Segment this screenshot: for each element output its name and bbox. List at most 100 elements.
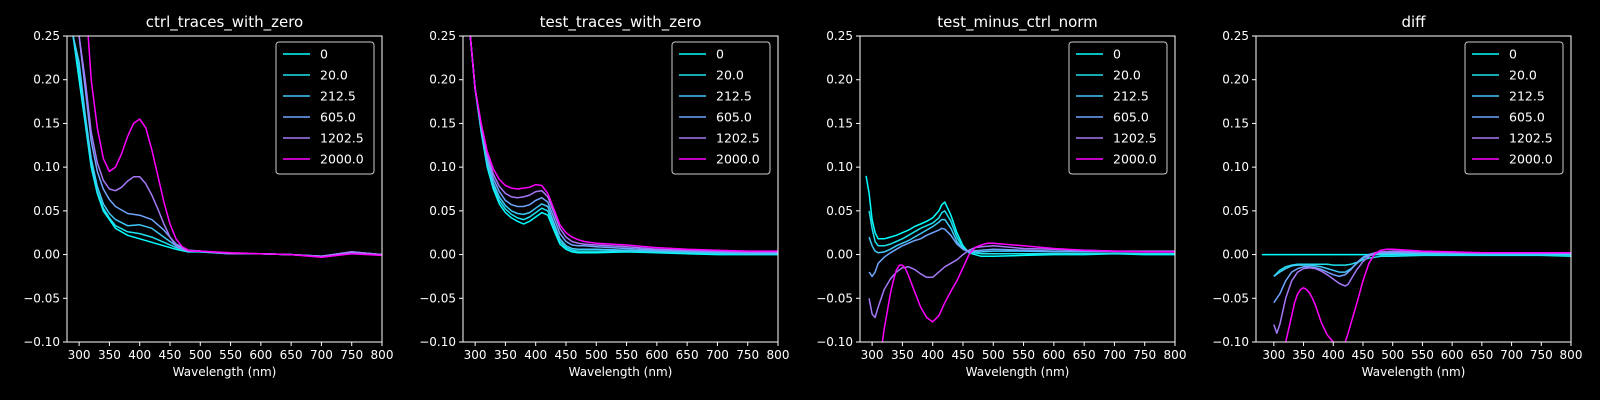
- x-tick-label: 350: [891, 348, 914, 362]
- x-tick-label: 550: [615, 348, 638, 362]
- x-tick-label: 650: [1470, 348, 1493, 362]
- legend-item: 605.0: [283, 110, 356, 125]
- x-tick-label: 750: [1133, 348, 1156, 362]
- x-tick-label: 350: [1292, 348, 1315, 362]
- legend-item: 0: [283, 47, 328, 62]
- legend-label: 1202.5: [716, 131, 760, 146]
- y-tick-label: 0.10: [1222, 160, 1249, 174]
- legend-label: 20.0: [716, 68, 744, 83]
- y-tick-label: −0.10: [1212, 335, 1249, 349]
- chart-panel-3: test_minus_ctrl_norm 300 350 400 450 500 550 60…: [816, 13, 1186, 379]
- series-line-212.5: [868, 218, 1175, 254]
- chart-title: diff: [1401, 13, 1426, 31]
- x-tick-label: 350: [98, 348, 121, 362]
- legend-item: 605.0: [1472, 110, 1545, 125]
- series-lines: [72, 36, 382, 258]
- y-tick-label: 0.00: [826, 248, 853, 262]
- y-tick-label: 0.05: [826, 204, 853, 218]
- y-tick-label: 0.00: [1222, 248, 1249, 262]
- series-line-2000.0: [87, 36, 382, 258]
- y-tick-label: −0.10: [23, 335, 60, 349]
- x-tick-label: 700: [706, 348, 729, 362]
- legend: 0 20.0 212.5 605.0 1202.5 2000.0: [1464, 41, 1564, 175]
- y-tick-label: −0.10: [816, 335, 853, 349]
- legend-label: 20.0: [320, 68, 348, 83]
- legend-label: 2000.0: [1509, 152, 1553, 167]
- y-tick-label: 0.20: [429, 73, 456, 87]
- series-lines: [469, 36, 778, 256]
- x-tick-label: 500: [585, 348, 608, 362]
- legend-item: 0: [1076, 47, 1121, 62]
- legend-label: 1202.5: [1509, 131, 1553, 146]
- x-tick-label: 750: [340, 348, 363, 362]
- series-line-2000.0: [469, 36, 778, 252]
- x-tick-label: 300: [1262, 348, 1285, 362]
- x-tick-label: 450: [159, 348, 182, 362]
- axes-frame: [66, 35, 383, 343]
- x-tick-label: 400: [524, 348, 547, 362]
- y-tick-label: 0.05: [33, 204, 60, 218]
- legend-label: 212.5: [1509, 89, 1545, 104]
- y-tick-label: 0.20: [33, 73, 60, 87]
- legend-item: 1202.5: [1472, 131, 1553, 146]
- legend-item: 1202.5: [283, 131, 364, 146]
- legend-item: 20.0: [1472, 68, 1537, 83]
- x-tick-label: 600: [1441, 348, 1464, 362]
- series-line-0: [469, 36, 778, 256]
- y-tick-label: 0.15: [33, 116, 60, 130]
- y-tick-label: −0.10: [419, 335, 456, 349]
- series-lines: [1261, 248, 1571, 342]
- series-line-605.0: [1273, 252, 1571, 304]
- legend-item: 212.5: [679, 89, 752, 104]
- y-tick-label: 0.05: [429, 204, 456, 218]
- x-tick-label: 800: [1164, 348, 1187, 362]
- x-tick-label: 500: [189, 348, 212, 362]
- chart-title: test_traces_with_zero: [540, 13, 702, 32]
- legend-item: 212.5: [1076, 89, 1149, 104]
- legend-label: 2000.0: [716, 152, 760, 167]
- legend-item: 0: [1472, 47, 1517, 62]
- legend-label: 605.0: [716, 110, 752, 125]
- x-tick-label: 600: [645, 348, 668, 362]
- x-tick-label: 650: [1073, 348, 1096, 362]
- legend-label: 20.0: [1113, 68, 1141, 83]
- x-axis-label: Wavelength (nm): [569, 365, 673, 379]
- chart-panel-4: diff 300 350 400 450 500 550 600 650 700 750 800 −0.…: [1212, 13, 1582, 379]
- y-tick-label: −0.05: [419, 291, 456, 305]
- y-tick-label: −0.05: [1212, 291, 1249, 305]
- x-tick-label: 450: [1352, 348, 1375, 362]
- series-line-1202.5: [868, 245, 1175, 319]
- legend-item: 212.5: [1472, 89, 1545, 104]
- legend-item: 2000.0: [1472, 152, 1553, 167]
- x-tick-label: 350: [494, 348, 517, 362]
- y-tick-label: 0.10: [826, 160, 853, 174]
- x-axis-label: Wavelength (nm): [1362, 365, 1466, 379]
- series-line-212.5: [469, 36, 778, 255]
- y-tick-label: 0.00: [429, 248, 456, 262]
- legend-label: 20.0: [1509, 68, 1537, 83]
- series-line-2000.0: [881, 242, 1175, 342]
- x-tick-label: 300: [861, 348, 884, 362]
- axes-frame: [859, 35, 1176, 343]
- x-tick-label: 400: [921, 348, 944, 362]
- x-tick-label: 450: [555, 348, 578, 362]
- x-tick-label: 550: [1012, 348, 1035, 362]
- series-line-1202.5: [1273, 250, 1571, 335]
- legend-item: 1202.5: [679, 131, 760, 146]
- legend-item: 605.0: [1076, 110, 1149, 125]
- y-tick-label: 0.25: [33, 29, 60, 43]
- x-tick-label: 800: [371, 348, 394, 362]
- y-tick-label: 0.05: [1222, 204, 1249, 218]
- x-tick-label: 650: [280, 348, 303, 362]
- y-tick-label: 0.25: [1222, 29, 1249, 43]
- x-tick-label: 450: [952, 348, 975, 362]
- x-tick-label: 550: [1411, 348, 1434, 362]
- legend-label: 0: [716, 47, 724, 62]
- x-tick-label: 400: [128, 348, 151, 362]
- x-axis-label: Wavelength (nm): [966, 365, 1070, 379]
- x-tick-label: 800: [1560, 348, 1583, 362]
- y-tick-label: 0.10: [33, 160, 60, 174]
- legend-label: 2000.0: [1113, 152, 1157, 167]
- legend-item: 2000.0: [1076, 152, 1157, 167]
